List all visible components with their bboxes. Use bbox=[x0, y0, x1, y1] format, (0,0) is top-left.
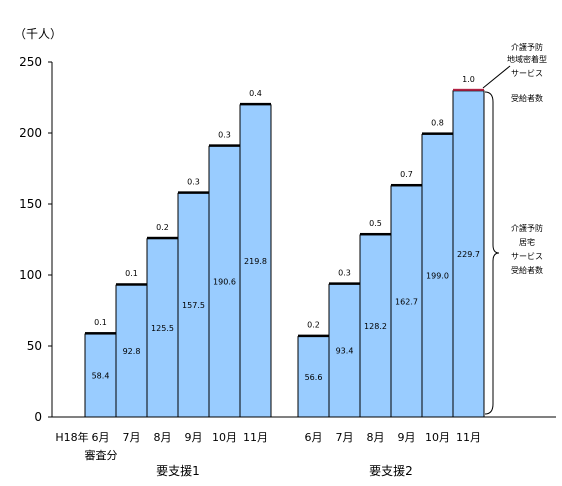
annotation-main-line: 居宅 bbox=[519, 237, 535, 247]
bar-main-value-label: 93.4 bbox=[336, 347, 354, 356]
bar-top-value-label: 0.3 bbox=[187, 177, 200, 186]
bar-main-segment bbox=[239, 104, 272, 418]
leading-label-note: 審査分 bbox=[85, 448, 118, 462]
bar-top-segment bbox=[329, 282, 360, 285]
bar-top-segment bbox=[422, 132, 453, 135]
annotation-leader-line bbox=[482, 65, 511, 89]
bar-main-segment bbox=[421, 133, 454, 418]
bar-top-segment bbox=[209, 144, 240, 147]
x-tick-label: 7月 bbox=[123, 431, 141, 444]
bar-top-value-label: 0.2 bbox=[307, 321, 320, 330]
x-tick-label: 6月 bbox=[305, 431, 323, 444]
annotation-main-line: サービス bbox=[511, 252, 543, 261]
y-tick-label: 150 bbox=[19, 197, 42, 211]
bar-top-value-label: 0.2 bbox=[156, 223, 169, 232]
bar-top-value-label: 1.0 bbox=[462, 75, 475, 84]
annotation-main-line: 介護予防 bbox=[511, 223, 543, 233]
bar-top-value-label: 0.5 bbox=[369, 219, 382, 228]
bar-top-segment bbox=[178, 191, 209, 194]
annotation-top-line: 受給者数 bbox=[511, 93, 543, 103]
bar-top-value-label: 0.4 bbox=[249, 89, 262, 98]
bar-top-value-label: 0.3 bbox=[218, 130, 231, 139]
bar-top-value-label: 0.7 bbox=[400, 170, 413, 179]
y-tick-label: 200 bbox=[19, 126, 42, 140]
bar-top-segment bbox=[298, 334, 329, 337]
x-tick-label: 11月 bbox=[456, 431, 481, 444]
bar-top-value-label: 0.1 bbox=[94, 318, 107, 327]
bar-top-value-label: 0.3 bbox=[338, 268, 351, 277]
bar-main-value-label: 92.8 bbox=[123, 347, 141, 356]
x-tick-label: 6月 bbox=[92, 431, 110, 444]
bar-top-segment bbox=[453, 88, 484, 91]
bar-main-value-label: 190.6 bbox=[213, 278, 236, 287]
bar-top-segment bbox=[116, 283, 147, 286]
annotation-top-line: 地域密着型 bbox=[507, 54, 547, 64]
group-label: 要支援2 bbox=[369, 464, 413, 478]
bar-top-segment bbox=[360, 232, 391, 235]
unit-label: （千人） bbox=[14, 27, 62, 41]
bar-main-value-label: 219.8 bbox=[244, 257, 267, 266]
bar-main-value-label: 56.6 bbox=[305, 373, 323, 382]
x-tick-label: 7月 bbox=[336, 431, 354, 444]
x-tick-label: 9月 bbox=[185, 431, 203, 444]
y-tick-label: 0 bbox=[34, 410, 42, 424]
x-tick-label: 9月 bbox=[398, 431, 416, 444]
bar-main-segment bbox=[359, 234, 392, 418]
bar-top-value-label: 0.8 bbox=[431, 118, 444, 127]
y-tick-label: 250 bbox=[19, 55, 42, 69]
bars bbox=[84, 88, 485, 418]
bar-main-value-label: 125.5 bbox=[151, 324, 174, 333]
group-label: 要支援1 bbox=[156, 464, 200, 478]
bar-top-segment bbox=[85, 332, 116, 335]
x-tick-label: 8月 bbox=[154, 431, 172, 444]
bar-top-segment bbox=[147, 236, 178, 239]
x-tick-label: 8月 bbox=[367, 431, 385, 444]
bar-main-value-label: 128.2 bbox=[364, 322, 387, 331]
x-tick-label: 10月 bbox=[212, 431, 237, 444]
y-tick-label: 100 bbox=[19, 268, 42, 282]
bar-top-segment bbox=[391, 183, 422, 186]
bar-main-segment bbox=[390, 185, 423, 418]
annotation-main-line: 受給者数 bbox=[511, 265, 543, 275]
bar-top-value-label: 0.1 bbox=[125, 269, 138, 278]
bar-main-value-label: 157.5 bbox=[182, 301, 205, 310]
x-tick-label: 10月 bbox=[425, 431, 450, 444]
annotation-top-line: サービス bbox=[511, 69, 543, 78]
bar-main-value-label: 199.0 bbox=[426, 272, 449, 281]
bar-main-value-label: 162.7 bbox=[395, 297, 418, 306]
leading-label-year: H18年 bbox=[55, 430, 88, 444]
y-tick-label: 50 bbox=[27, 339, 42, 353]
bar-main-segment bbox=[297, 336, 330, 418]
bar-main-value-label: 58.4 bbox=[92, 372, 110, 381]
annotation-top-line: 介護予防 bbox=[511, 42, 543, 52]
bar-top-segment bbox=[240, 102, 271, 105]
bar-main-value-label: 229.7 bbox=[457, 250, 480, 259]
x-tick-label: 11月 bbox=[243, 431, 268, 444]
annotation-brace bbox=[484, 91, 500, 415]
